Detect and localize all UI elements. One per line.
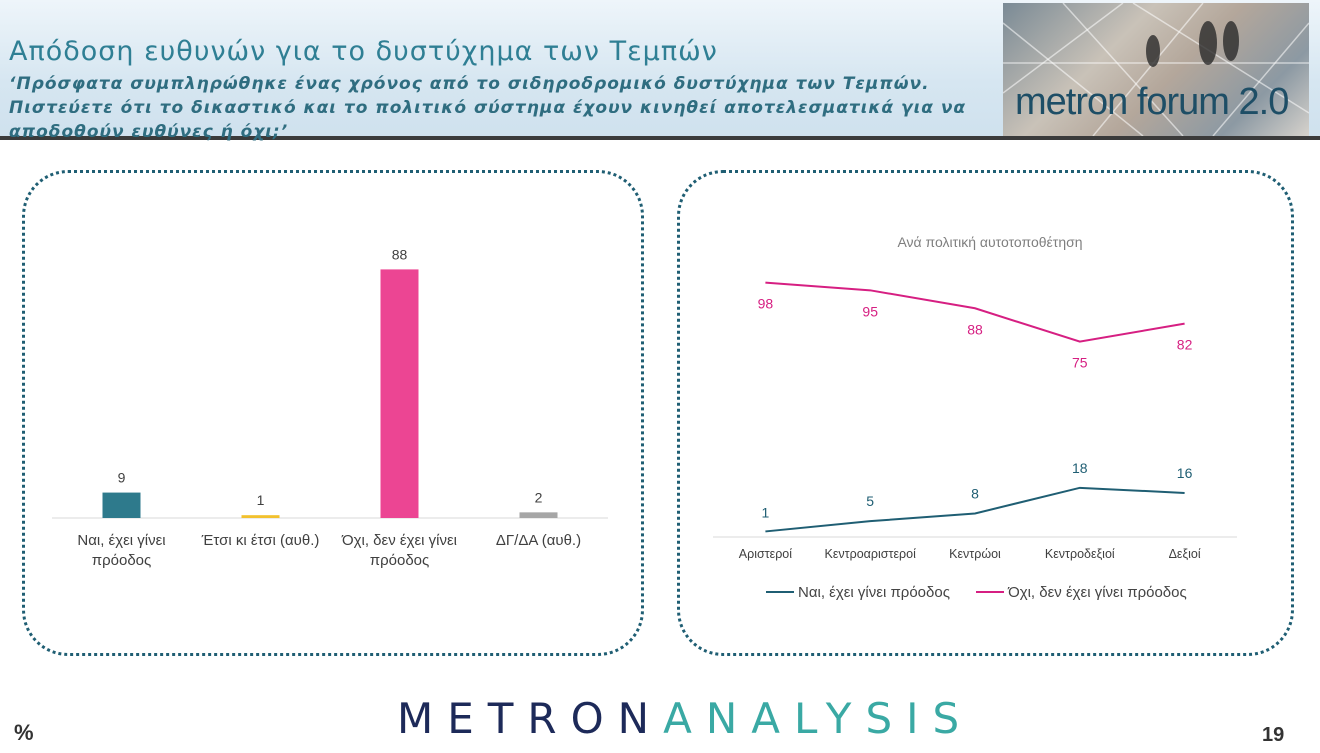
line-category-label: Κεντρώοι: [949, 547, 1001, 561]
series-1-value-label: 75: [1072, 355, 1088, 371]
line-chart-legend: Ναι, έχει γίνει πρόοδος Όχι, δεν έχει γί…: [766, 580, 1209, 601]
series-1-value-label: 98: [758, 296, 774, 312]
bar-category-label: Όχι, δεν έχει γίνει: [341, 532, 457, 549]
bar-category-label: πρόοδος: [92, 552, 152, 569]
bar-category-label: Έτσι κι έτσι (αυθ.): [201, 532, 320, 549]
page-number: 19: [1262, 724, 1285, 746]
page-subtitle: ‘Πρόσφατα συμπληρώθηκε ένας χρόνος από τ…: [9, 74, 967, 142]
bar-category-label: ΔΓ/ΔΑ (αυθ.): [496, 532, 581, 549]
brand-analysis: ANALYSIS: [663, 694, 974, 743]
series-0-value-label: 5: [866, 493, 874, 509]
bar-value-label: 2: [535, 489, 543, 505]
series-1-value-label: 95: [862, 303, 878, 319]
legend-label-yes: Ναι, έχει γίνει πρόοδος: [798, 583, 950, 601]
bar-2: [380, 269, 419, 518]
series-0-value-label: 18: [1072, 460, 1088, 476]
brand-metron: METRON: [397, 694, 664, 743]
line-category-label: Κεντροαριστεροί: [825, 547, 917, 561]
bar-value-label: 88: [392, 246, 408, 262]
series-0-value-label: 16: [1177, 465, 1193, 481]
legend-label-no: Όχι, δεν έχει γίνει πρόοδος: [1008, 583, 1187, 601]
forum-logo: metron forum 2.0: [1003, 3, 1309, 136]
bar-0: [102, 492, 141, 518]
bar-category-label: πρόοδος: [370, 552, 430, 569]
series-1-value-label: 82: [1177, 337, 1193, 353]
series-0-value-label: 1: [762, 504, 770, 520]
bar-1: [241, 515, 280, 518]
ideology-chart-panel: [677, 170, 1294, 656]
percent-unit: %: [14, 720, 34, 745]
bar-category-label: Ναι, έχει γίνει: [77, 532, 165, 549]
line-chart-title: Ανά πολιτική αυτοτοποθέτηση: [897, 234, 1082, 250]
series-0-value-label: 8: [971, 485, 979, 501]
legend-item-no: Όχι, δεν έχει γίνει πρόοδος: [976, 584, 1187, 601]
bar-3: [519, 512, 558, 518]
series-line-0: [765, 486, 1185, 533]
page-title: Απόδοση ευθυνών για το δυστύχημα των Τεμ…: [9, 36, 718, 67]
bar-value-label: 1: [257, 492, 265, 508]
metron-analysis-logo: METRONANALYSIS: [397, 694, 973, 743]
line-category-label: Κεντροδεξιοί: [1045, 547, 1115, 561]
overall-chart-panel: [22, 170, 644, 656]
legend-item-yes: Ναι, έχει γίνει πρόοδος: [766, 584, 950, 601]
line-category-label: Δεξιοί: [1169, 547, 1201, 561]
logo-text: metron forum 2.0: [1015, 81, 1289, 123]
header-divider: [0, 136, 1320, 140]
logo-pattern: [1003, 3, 1309, 136]
legend-swatch-yes: [766, 591, 794, 593]
line-category-label: Αριστεροί: [739, 547, 793, 561]
bar-value-label: 9: [118, 470, 126, 486]
legend-swatch-no: [976, 591, 1005, 593]
series-1-value-label: 88: [967, 321, 983, 337]
series-line-1: [765, 281, 1185, 343]
